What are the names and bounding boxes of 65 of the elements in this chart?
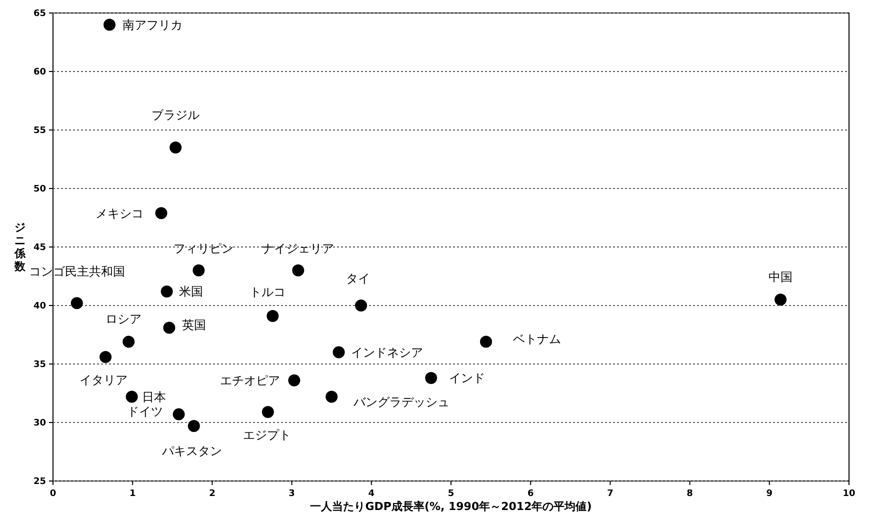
annotation: 南アフリカ xyxy=(122,18,183,32)
point xyxy=(100,350,112,363)
point xyxy=(163,322,176,334)
x-tick-label: 1 xyxy=(129,489,136,499)
point xyxy=(170,142,182,154)
annotation: ロシア xyxy=(106,312,142,326)
x-tick-label: 10 xyxy=(842,489,856,499)
annotation: パキスタン xyxy=(160,444,222,458)
y-tick-label: 40 xyxy=(33,302,46,312)
point xyxy=(172,408,185,420)
x-tick-label: 4 xyxy=(368,489,375,499)
point xyxy=(104,18,116,31)
annotation: メキシコ xyxy=(95,206,144,220)
annotation: 中国 xyxy=(768,270,793,284)
x-tick-label: 0 xyxy=(50,489,56,499)
x-tick-label: 8 xyxy=(686,489,693,499)
y-tick-label: 30 xyxy=(33,418,46,429)
point xyxy=(70,297,83,310)
annotation: ドイツ xyxy=(126,404,163,419)
point xyxy=(266,310,279,322)
annotation: トルコ xyxy=(250,285,286,300)
y-tick-label: 35 xyxy=(33,360,46,370)
point xyxy=(332,346,345,358)
annotation: 英国 xyxy=(182,318,206,332)
x-tick-label: 6 xyxy=(527,489,534,499)
y-tick-label: 45 xyxy=(33,243,46,254)
annotation: ブラジル xyxy=(152,108,200,122)
annotation: フィリピン xyxy=(174,242,234,256)
point xyxy=(326,390,338,403)
point xyxy=(288,374,300,386)
x-tick-label: 2 xyxy=(209,489,216,499)
y-tick-label: 60 xyxy=(33,68,46,78)
point xyxy=(480,336,492,348)
y-tick-label: 50 xyxy=(33,184,46,195)
x-tick-label: 5 xyxy=(448,489,454,499)
y-tick-label: 65 xyxy=(33,9,46,20)
annotation: タイ xyxy=(346,272,370,286)
annotation: ベトナム xyxy=(513,332,562,346)
point xyxy=(774,294,787,306)
annotation: バングラデッシュ xyxy=(352,394,450,409)
annotation: イタリア xyxy=(80,373,128,388)
point xyxy=(155,207,168,220)
point xyxy=(262,406,274,418)
annotation: エチオピア xyxy=(220,374,280,388)
annotation: コンゴ民主共和国 xyxy=(28,264,125,278)
y-tick-label: 25 xyxy=(33,477,46,488)
point xyxy=(192,264,205,276)
annotation: インドネシア xyxy=(350,346,423,360)
point xyxy=(160,285,173,298)
annotation: 日本 xyxy=(142,390,166,404)
y-tick-label: 55 xyxy=(33,126,46,136)
x-tick-label: 3 xyxy=(288,489,295,499)
point xyxy=(425,372,438,384)
x-tick-label: 7 xyxy=(607,489,614,499)
x-axis-title: 一人当たりGDP成長率(%, 1990年～2012年の平均値) xyxy=(310,500,592,513)
x-tick-label: 9 xyxy=(766,489,773,499)
annotation: エジプト xyxy=(242,428,291,442)
y-axis-title: ジニ係数 xyxy=(14,221,26,273)
point xyxy=(292,264,304,276)
annotation: 米国 xyxy=(178,284,203,299)
annotation: インド xyxy=(449,371,486,386)
point xyxy=(126,390,138,403)
point xyxy=(355,300,368,312)
point xyxy=(188,420,200,432)
point xyxy=(122,336,135,348)
